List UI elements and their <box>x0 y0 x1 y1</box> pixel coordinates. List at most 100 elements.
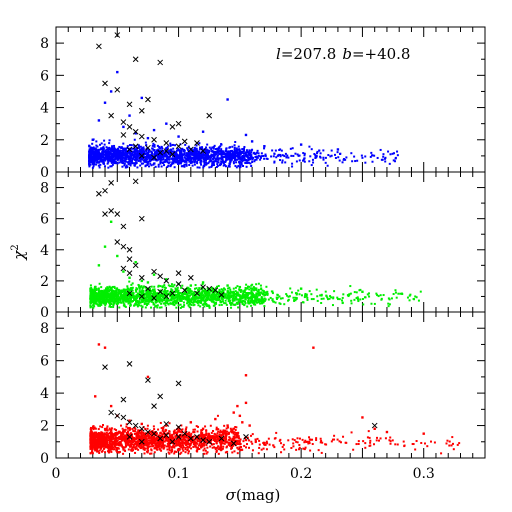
point <box>118 156 121 159</box>
point <box>260 298 263 301</box>
point <box>252 152 255 155</box>
point <box>216 160 219 163</box>
point <box>126 154 129 157</box>
point <box>106 287 109 290</box>
point <box>227 152 230 155</box>
point <box>106 153 109 156</box>
point <box>248 288 251 291</box>
point <box>97 158 100 161</box>
point <box>234 151 237 154</box>
point <box>233 299 236 302</box>
point <box>215 153 218 156</box>
point <box>89 287 92 290</box>
point <box>194 150 197 153</box>
point <box>227 300 230 303</box>
point <box>246 296 249 299</box>
point <box>97 157 100 160</box>
point <box>172 155 175 158</box>
point <box>196 152 199 155</box>
point <box>224 288 227 291</box>
cross-marker <box>145 285 151 292</box>
point <box>126 295 129 298</box>
point <box>105 155 108 158</box>
point <box>235 154 238 157</box>
point <box>173 159 176 162</box>
point <box>355 297 358 300</box>
point <box>376 156 379 159</box>
cross-marker <box>200 148 206 154</box>
point <box>408 294 411 297</box>
point <box>245 294 248 297</box>
point <box>305 295 308 298</box>
point <box>246 293 249 296</box>
point <box>123 160 126 163</box>
point <box>109 220 113 223</box>
point <box>251 148 254 151</box>
point <box>159 293 162 296</box>
point <box>373 302 376 305</box>
point <box>91 138 94 141</box>
point <box>203 156 206 159</box>
point <box>326 298 329 301</box>
point <box>182 301 185 304</box>
point <box>224 302 227 305</box>
point <box>107 161 110 164</box>
point <box>237 154 240 157</box>
point <box>140 279 143 283</box>
point <box>234 290 237 293</box>
point <box>224 293 227 296</box>
cross-stroke <box>157 288 164 295</box>
point <box>357 300 360 303</box>
point <box>255 151 258 154</box>
point <box>212 157 215 160</box>
cross-stroke <box>138 107 145 114</box>
point <box>171 293 174 296</box>
point <box>136 152 139 155</box>
point <box>141 289 144 292</box>
point <box>189 302 192 305</box>
point <box>212 293 215 296</box>
cross-stroke <box>175 120 182 127</box>
point <box>237 145 240 148</box>
point <box>218 290 221 293</box>
point <box>138 152 141 155</box>
point <box>199 153 202 156</box>
point <box>147 154 150 157</box>
point <box>138 287 141 290</box>
point <box>162 293 165 296</box>
point <box>336 148 340 151</box>
point <box>134 261 137 264</box>
point <box>389 153 392 156</box>
point <box>369 155 372 158</box>
point <box>133 149 136 152</box>
point <box>331 304 334 307</box>
point <box>133 430 136 433</box>
point <box>232 162 235 165</box>
point <box>106 151 109 154</box>
point <box>166 145 169 148</box>
point <box>131 150 134 153</box>
point <box>164 304 167 307</box>
point <box>109 149 112 152</box>
point <box>215 158 218 161</box>
cross-marker <box>163 148 170 154</box>
point <box>178 291 181 294</box>
point <box>216 149 219 152</box>
point <box>123 154 126 157</box>
point <box>162 161 165 164</box>
point <box>134 150 137 153</box>
point <box>211 146 214 149</box>
point <box>215 166 218 169</box>
point <box>96 297 99 300</box>
point <box>99 155 102 158</box>
point <box>212 430 215 433</box>
point <box>195 300 198 303</box>
point <box>100 155 103 158</box>
point <box>153 293 156 296</box>
point <box>163 286 166 289</box>
point <box>392 293 395 296</box>
point <box>122 125 125 129</box>
point <box>104 151 107 154</box>
point <box>153 154 156 157</box>
point <box>179 306 182 309</box>
